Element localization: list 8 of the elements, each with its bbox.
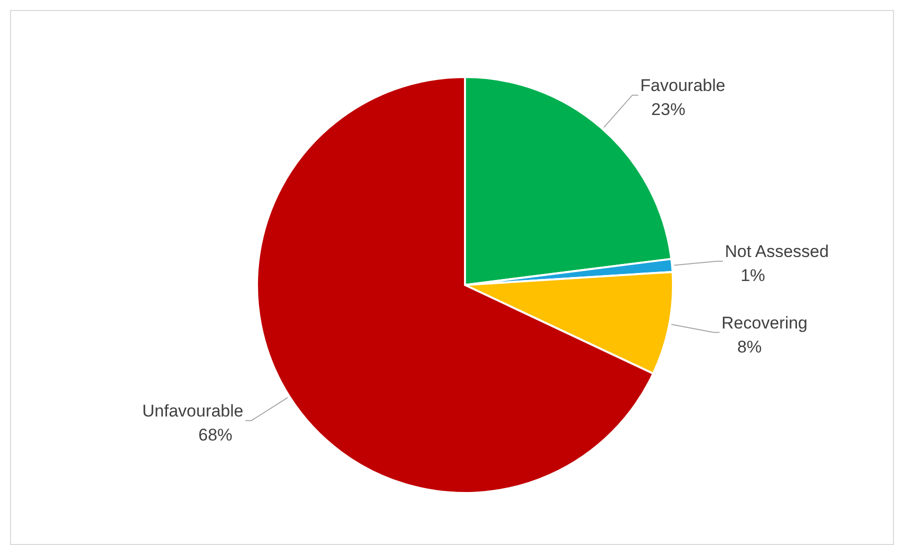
data-label: 68% (198, 426, 232, 445)
slice-label: Favourable (640, 76, 726, 96)
data-label: 8% (737, 337, 762, 356)
data-label: 1% (740, 266, 766, 286)
slice-label: Recovering (722, 313, 808, 332)
slice-label: Not Assessed (724, 242, 829, 262)
data-label: 23% (651, 100, 686, 120)
slice-label: Unfavourable (142, 402, 244, 421)
